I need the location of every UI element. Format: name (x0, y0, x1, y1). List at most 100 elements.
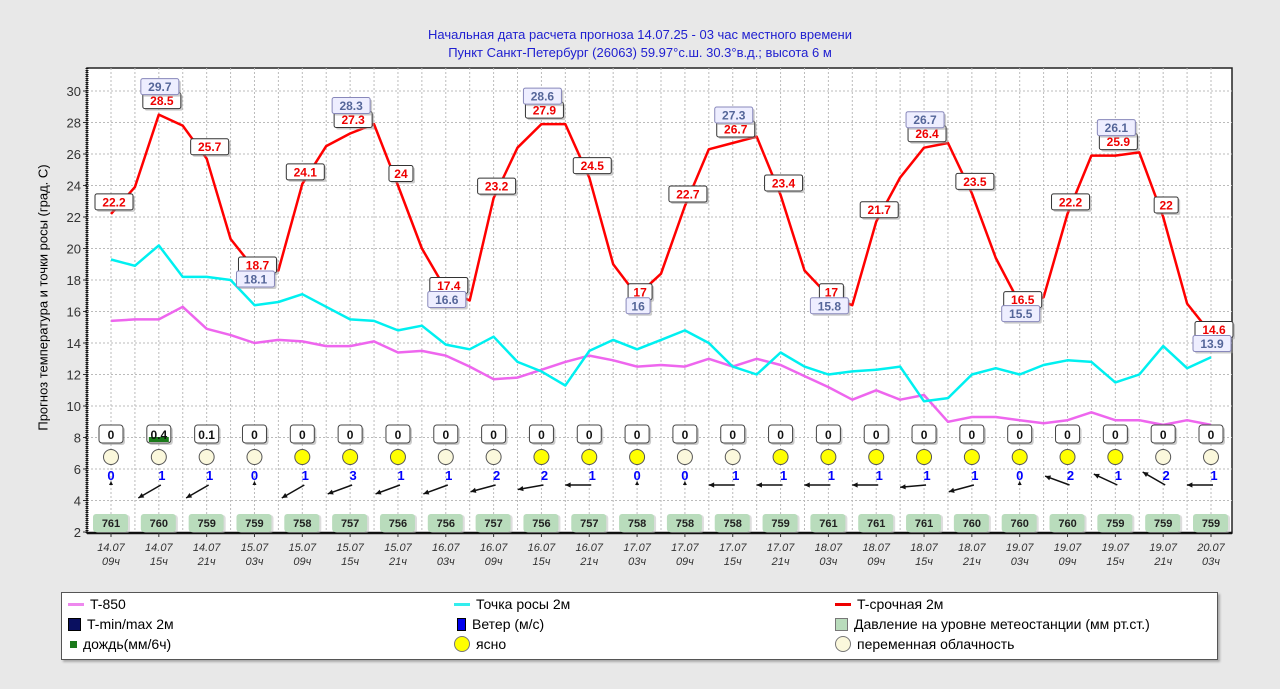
forecast-chart: 2468101214161820222426283022.228.525.718… (67, 67, 1235, 568)
x-tick-label-date: 16.07 (432, 542, 460, 554)
label-box (1198, 424, 1224, 444)
temp-label: 21.7 (859, 201, 901, 220)
precip-box: 0 (815, 424, 843, 445)
sun-icon (389, 449, 406, 465)
precip-box: 0 (1055, 424, 1082, 445)
wind-arrowhead-icon (852, 482, 858, 488)
wind-speed: 1 (828, 468, 835, 483)
label-box (764, 174, 804, 192)
precip-box: 0 (481, 424, 508, 445)
partly-cloudy-icon (835, 636, 851, 652)
temp-label: 22.2 (94, 193, 135, 212)
legend: T-850 T-min/max 2м дождь(мм/6ч) Точка ро… (61, 592, 1218, 660)
legend-label: ясно (476, 636, 507, 652)
label-text: 14.6 (1202, 323, 1226, 337)
x-tick-label-hour: 15ч (1106, 556, 1124, 568)
legend-item-clear: ясно (454, 636, 506, 652)
wind-speed: 1 (1210, 468, 1217, 483)
y-tick-label: 2 (74, 525, 81, 540)
pressure-box: 761 (858, 514, 896, 533)
label-box (1153, 196, 1179, 214)
y-tick-label: 26 (67, 147, 81, 162)
label-text: 23.4 (772, 176, 796, 190)
wind-speed: 1 (445, 468, 452, 483)
temp-label: 22.2 (1051, 193, 1092, 212)
x-tick-label-date: 18.07 (958, 542, 986, 554)
wind-speed: 0 (681, 468, 688, 483)
tminmax-label: 16 (625, 297, 653, 316)
legend-label: Давление на уровне метеостанции (мм рт.с… (854, 616, 1150, 632)
label-box (332, 514, 368, 532)
pressure-box: 758 (619, 514, 657, 533)
label-box (235, 270, 275, 288)
label-box (379, 514, 415, 532)
calm-icon (682, 481, 687, 485)
legend-swatch-line (454, 602, 470, 606)
x-tick-label-hour: 09ч (676, 556, 694, 568)
partly-cloudy-icon (437, 449, 454, 465)
label-box (433, 424, 459, 444)
precip-value: 0 (1016, 428, 1023, 442)
y-tick-label: 8 (74, 431, 81, 446)
partly-cloudy-icon (246, 449, 263, 465)
label-text: 29.7 (148, 80, 172, 94)
calm-icon (109, 481, 113, 485)
pressure-value: 761 (867, 518, 885, 530)
wind-arrowhead-icon (1187, 482, 1193, 488)
pressure-value: 761 (819, 518, 837, 530)
label-text: 24 (394, 167, 408, 181)
label-text: 13.9 (1200, 337, 1224, 351)
wind-arrowhead-icon (375, 489, 382, 495)
label-text: 26.1 (1105, 121, 1129, 135)
label-text: 28.5 (150, 94, 174, 108)
wind-arrowhead-icon (1045, 475, 1052, 481)
precip-box: 0 (1198, 424, 1225, 445)
series-line-t850 (110, 305, 1212, 427)
pressure-value: 759 (245, 518, 263, 530)
precip-box: 0 (98, 424, 125, 445)
temp-label: 23.4 (764, 174, 805, 193)
legend-label: T-850 (90, 596, 126, 612)
wind-speed: 1 (780, 468, 787, 483)
x-tick-label-hour: 09ч (293, 556, 311, 568)
tminmax-label: 16.6 (427, 290, 468, 310)
precip-value: 0 (634, 428, 641, 442)
label-text: 18.1 (244, 272, 268, 286)
temp-label: 24 (388, 165, 415, 184)
pressure-value: 759 (197, 518, 215, 530)
legend-item-pressure: Давление на уровне метеостанции (мм рт.с… (835, 616, 1150, 632)
x-tick-label-hour: 09ч (867, 556, 885, 568)
label-box (188, 514, 224, 532)
label-text: 15.5 (1009, 307, 1033, 321)
precip-box: 0 (1102, 424, 1130, 445)
tminmax-label: 29.7 (140, 78, 181, 97)
label-box (1145, 514, 1181, 532)
label-box (94, 193, 134, 211)
x-tick-label-hour: 15ч (915, 556, 933, 568)
label-text: 16 (631, 299, 645, 313)
wind-arrowhead-icon (948, 487, 955, 493)
precip-value: 0 (442, 428, 449, 442)
temp-label: 28.5 (142, 92, 183, 111)
label-text: 24.5 (581, 159, 605, 173)
label-box (481, 424, 507, 444)
precip-box: 0 (433, 424, 460, 445)
pressure-value: 760 (150, 518, 168, 530)
pressure-value: 758 (628, 518, 646, 530)
pressure-box: 757 (475, 514, 513, 533)
wind-arrowhead-icon (804, 482, 810, 488)
label-text: 23.5 (963, 175, 987, 189)
label-box (241, 424, 267, 444)
pressure-box: 759 (1145, 514, 1183, 533)
label-box (810, 514, 846, 532)
x-tick-label-hour: 03ч (437, 556, 455, 568)
label-box (668, 185, 708, 203)
label-box (720, 424, 746, 444)
x-tick-label-date: 16.07 (528, 542, 556, 554)
label-box (906, 514, 942, 532)
legend-item-t850: T-850 (68, 596, 126, 612)
partly-cloudy-icon (724, 449, 741, 465)
legend-swatch-line (68, 602, 84, 606)
pressure-box: 761 (810, 514, 848, 533)
label-box (959, 424, 985, 444)
